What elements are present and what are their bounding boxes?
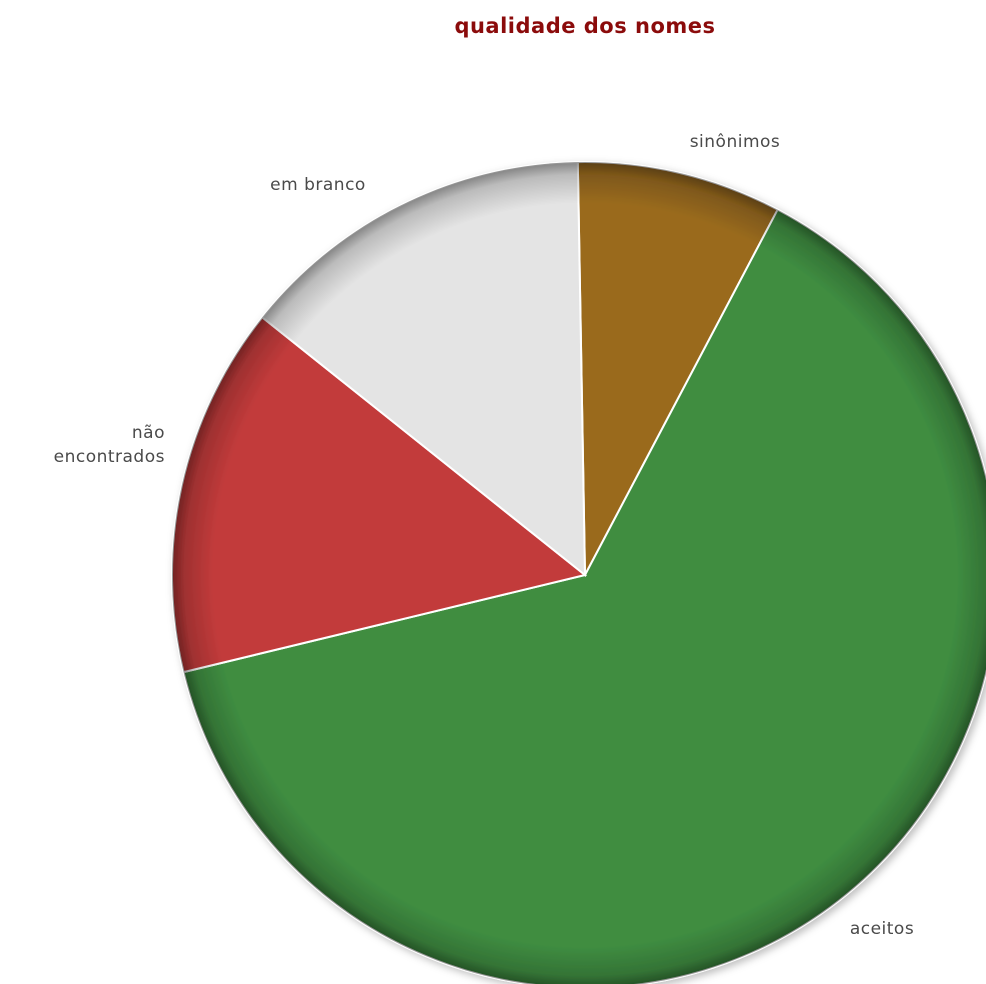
slice-label-sinônimos: sinônimos <box>690 132 781 152</box>
chart-title: qualidade dos nomes <box>454 14 716 38</box>
slice-label-aceitos: aceitos <box>850 919 914 939</box>
slice-label-não-encontrados: não encontrados <box>54 423 165 467</box>
slice-label-em-branco: em branco <box>270 175 366 195</box>
